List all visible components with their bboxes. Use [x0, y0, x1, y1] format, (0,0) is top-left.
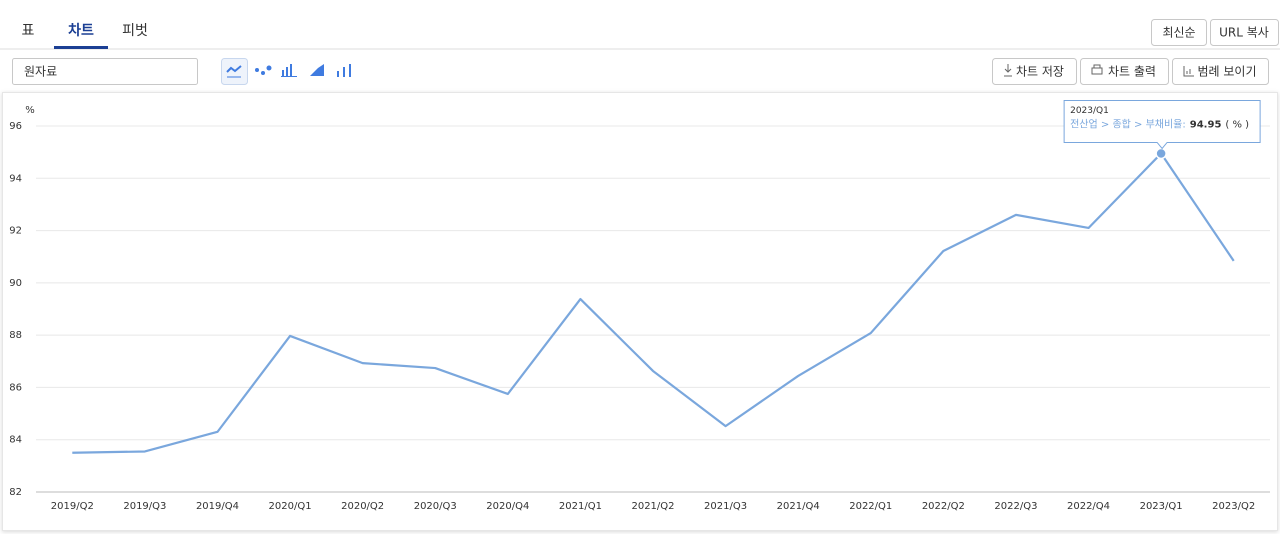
tab[interactable]: 피벗 [122, 23, 148, 39]
x-tick-label: 2022/Q4 [1067, 501, 1110, 512]
button-label: 차트 출력 [1108, 65, 1156, 79]
tooltip-line: 전산업 > 종합 > 부채비율: 94.95( % ) [1070, 117, 1249, 130]
y-tick-label: 82 [9, 487, 22, 498]
tab-active[interactable]: 차트 [68, 23, 94, 39]
button-icons [1004, 64, 1194, 77]
hover-point [1155, 147, 1167, 160]
y-tick-label: 90 [9, 278, 22, 289]
y-tick-label: 96 [9, 121, 22, 132]
dropdown[interactable] [12, 58, 198, 85]
tooltip-category: 2023/Q1 [1070, 106, 1109, 116]
chart-type-icons[interactable] [221, 58, 352, 85]
button-label: URL 복사 [1219, 26, 1269, 40]
tooltip-value: 94.95 [1190, 119, 1222, 130]
x-tick-label: 2021/Q3 [704, 501, 747, 512]
tooltip-box [1063, 99, 1261, 150]
x-tick-label: 2021/Q1 [559, 501, 602, 512]
tab-underline [54, 46, 108, 49]
y-tick-label: 94 [9, 173, 22, 184]
button[interactable] [992, 58, 1077, 85]
dropdown-label: 원자료 [24, 65, 57, 79]
tooltip-unit: ( % ) [1225, 119, 1249, 130]
x-tick-label: 2023/Q2 [1212, 501, 1255, 512]
button-label: 차트 저장 [1016, 65, 1064, 79]
x-tick-label: 2021/Q4 [777, 501, 820, 512]
button-label: 범례 보이기 [1197, 65, 1256, 79]
x-tick-label: 2019/Q3 [123, 501, 166, 512]
button[interactable] [1080, 58, 1169, 85]
line-series [72, 152, 1235, 454]
x-tick-label: 2020/Q2 [341, 501, 384, 512]
x-tick-label: 2019/Q4 [196, 501, 239, 512]
button[interactable] [1210, 19, 1279, 46]
x-tick-label: 2022/Q1 [849, 501, 892, 512]
x-tick-label: 2021/Q2 [631, 501, 674, 512]
tooltip-series: 전산업 > 종합 > 부채비율: [1070, 117, 1186, 130]
chart-panel [2, 92, 1278, 531]
button[interactable] [1151, 19, 1207, 46]
x-tick-label: 2023/Q1 [1140, 501, 1183, 512]
x-tick-label: 2019/Q2 [51, 501, 94, 512]
y-tick-label: 84 [9, 435, 22, 446]
button-label: 최신순 [1162, 26, 1195, 40]
button[interactable] [1172, 58, 1269, 85]
y-unit: % [25, 105, 35, 116]
y-tick-label: 86 [9, 382, 22, 393]
plot: % 82 84 86 88 90 92 94 96 2019/Q2 2019/Q3 2019/Q4 20… [9, 99, 1270, 512]
x-tick-label: 2022/Q2 [922, 501, 965, 512]
y-tick-label: 88 [9, 330, 22, 341]
y-tick-label: 92 [9, 226, 22, 237]
x-tick-label: 2020/Q3 [414, 501, 457, 512]
tab[interactable]: 표 [22, 23, 35, 39]
x-tick-label: 2022/Q3 [994, 501, 1037, 512]
x-tick-label: 2020/Q4 [486, 501, 529, 512]
x-tick-label: 2020/Q1 [269, 501, 312, 512]
